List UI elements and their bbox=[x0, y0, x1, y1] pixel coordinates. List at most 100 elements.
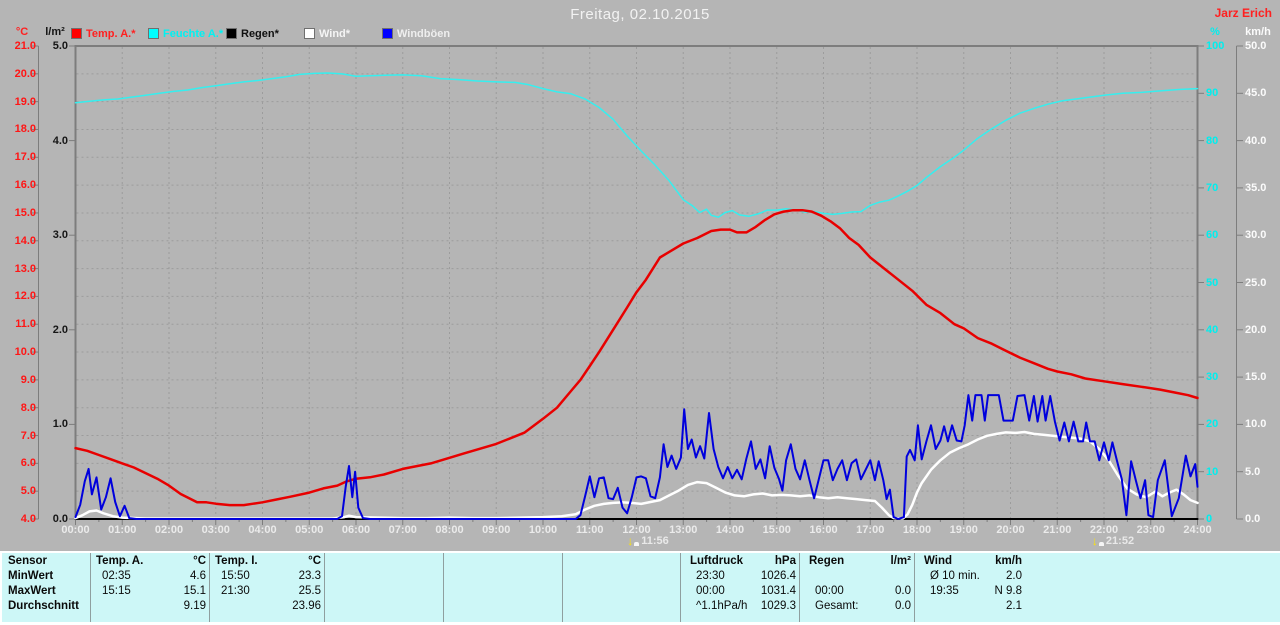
wind-tick-label: 50.0 bbox=[1245, 40, 1267, 52]
time-tick-label: 16:00 bbox=[809, 524, 838, 536]
series-4 bbox=[74, 394, 1199, 520]
summary-table: Sensor MinWert MaxWert Durchschnitt Temp. A.… bbox=[0, 551, 1280, 625]
legend-label: Feuchte A.* bbox=[163, 27, 224, 40]
table-column-divider bbox=[90, 553, 91, 622]
wind-tick-label: 40.0 bbox=[1245, 134, 1267, 147]
wind-tick-label: 15.0 bbox=[1245, 371, 1267, 384]
table-cell-time: Ø 10 min. bbox=[930, 570, 980, 582]
temp-tick-label: 20.0 bbox=[14, 67, 36, 80]
wind-tick-label: 10.0 bbox=[1245, 418, 1267, 431]
time-tick-label: 07:00 bbox=[388, 524, 417, 536]
temp-tick-label: 7.0 bbox=[20, 429, 36, 442]
table-unit-header: km/h bbox=[995, 555, 1022, 567]
time-tick-label: 11:00 bbox=[575, 524, 604, 536]
humidity-tick-label: 0 bbox=[1206, 513, 1213, 525]
time-tick-label: 10:00 bbox=[528, 524, 558, 536]
sun-marker: ↓ 21:52 bbox=[1092, 534, 1134, 548]
temp-tick-label: 6.0 bbox=[20, 457, 36, 470]
rain-tick-label: 2.0 bbox=[52, 323, 68, 336]
wind-tick-label: 5.0 bbox=[1245, 465, 1261, 478]
temp-tick-label: 5.0 bbox=[20, 485, 36, 498]
temp-tick-label: 10.0 bbox=[14, 346, 36, 359]
legend-label: Wind* bbox=[319, 27, 351, 40]
table-cell-time: ^1.1hPa/h bbox=[696, 600, 748, 612]
rain-tick-label: 5.0 bbox=[52, 40, 68, 52]
legend-item: Feuchte A.* bbox=[148, 27, 224, 40]
time-tick-label: 06:00 bbox=[341, 524, 371, 536]
sun-marker-time: 21:52 bbox=[1105, 535, 1135, 547]
temp-tick-label: 4.0 bbox=[20, 513, 36, 525]
temp-tick-label: 11.0 bbox=[15, 318, 36, 331]
legend-swatch-icon bbox=[71, 28, 82, 39]
table-row-label: MaxWert bbox=[8, 585, 56, 597]
time-tick-label: 23:00 bbox=[1136, 524, 1165, 536]
sun-marker-time: 11:56 bbox=[641, 535, 669, 547]
legend-item: Regen* bbox=[226, 27, 279, 40]
humidity-tick-label: 40 bbox=[1206, 323, 1219, 336]
table-column-header: Temp. A. bbox=[96, 555, 144, 567]
humidity-tick-label: 60 bbox=[1206, 229, 1219, 242]
legend-item: Wind* bbox=[304, 27, 351, 40]
rain-tick-label: 4.0 bbox=[52, 134, 68, 147]
temp-tick-label: 12.0 bbox=[14, 290, 36, 303]
legend-swatch-icon bbox=[148, 28, 159, 39]
time-tick-label: 09:00 bbox=[482, 524, 511, 536]
temp-tick-label: 15.0 bbox=[14, 206, 36, 219]
table-cell-time: 15:50 bbox=[221, 570, 250, 582]
table-column-header: Regen bbox=[809, 555, 845, 567]
wind-tick-label: 0.0 bbox=[1245, 513, 1261, 525]
table-cell-time: 02:35 bbox=[102, 570, 131, 582]
temp-tick-label: 19.0 bbox=[14, 95, 36, 108]
temp-tick-label: 9.0 bbox=[20, 373, 36, 386]
table-unit-header: °C bbox=[308, 555, 321, 567]
time-tick-label: 19:00 bbox=[949, 524, 978, 536]
legend-swatch-icon bbox=[382, 28, 393, 39]
author-label: Jarz Erich bbox=[1214, 6, 1272, 20]
temp-tick-label: 17.0 bbox=[14, 151, 36, 164]
table-cell-value: 23.3 bbox=[298, 570, 321, 582]
table-cell-value: 2.1 bbox=[1006, 600, 1022, 612]
legend-label: Windböen bbox=[397, 27, 451, 40]
series-1 bbox=[74, 72, 1199, 218]
table-cell-value: 9.19 bbox=[183, 600, 206, 612]
table-cell-time: 00:00 bbox=[815, 585, 844, 597]
sun-marker: ↓ 11:56 bbox=[627, 534, 669, 548]
table-cell-value: 15.1 bbox=[183, 585, 206, 597]
wind-axis-unit: km/h bbox=[1245, 26, 1271, 38]
table-row-label: Sensor bbox=[8, 555, 47, 567]
table-cell-time: Gesamt: bbox=[815, 600, 859, 612]
table-cell-value: 1029.3 bbox=[760, 600, 796, 612]
time-tick-label: 08:00 bbox=[435, 524, 464, 536]
table-cell-value: 4.6 bbox=[190, 570, 206, 582]
table-cell-time: 00:00 bbox=[696, 585, 725, 597]
sun-dot-icon bbox=[1098, 542, 1104, 546]
humidity-tick-label: 100 bbox=[1206, 40, 1225, 52]
time-tick-label: 18:00 bbox=[902, 524, 932, 536]
table-column-header: Wind bbox=[924, 555, 952, 567]
table-column-divider bbox=[680, 553, 681, 622]
time-tick-label: 13:00 bbox=[669, 524, 698, 536]
wind-tick-label: 25.0 bbox=[1245, 276, 1267, 289]
table-column-divider bbox=[562, 553, 563, 622]
time-tick-label: 12:00 bbox=[622, 524, 651, 536]
time-tick-label: 02:00 bbox=[154, 524, 184, 536]
time-tick-label: 14:00 bbox=[715, 524, 745, 536]
sun-down-arrow-icon: ↓ bbox=[627, 534, 634, 548]
table-cell-value: 0.0 bbox=[895, 585, 911, 597]
temp-tick-label: 13.0 bbox=[14, 262, 36, 275]
temp-tick-label: 14.0 bbox=[14, 234, 36, 247]
table-cell-value: N 9.8 bbox=[994, 585, 1023, 597]
time-tick-label: 20:00 bbox=[996, 524, 1025, 536]
time-tick-label: 01:00 bbox=[108, 524, 137, 536]
table-column-divider bbox=[443, 553, 444, 622]
table-column-divider bbox=[799, 553, 800, 622]
table-row-label: Durchschnitt bbox=[8, 600, 79, 612]
legend-swatch-icon bbox=[304, 28, 315, 39]
table-column-header: Temp. I. bbox=[215, 555, 258, 567]
legend-item: Windböen bbox=[382, 27, 451, 40]
time-tick-label: 15:00 bbox=[762, 524, 791, 536]
time-tick-label: 22:00 bbox=[1089, 524, 1119, 536]
temp-axis-unit: °C bbox=[15, 26, 29, 38]
humidity-tick-label: 90 bbox=[1206, 87, 1219, 100]
